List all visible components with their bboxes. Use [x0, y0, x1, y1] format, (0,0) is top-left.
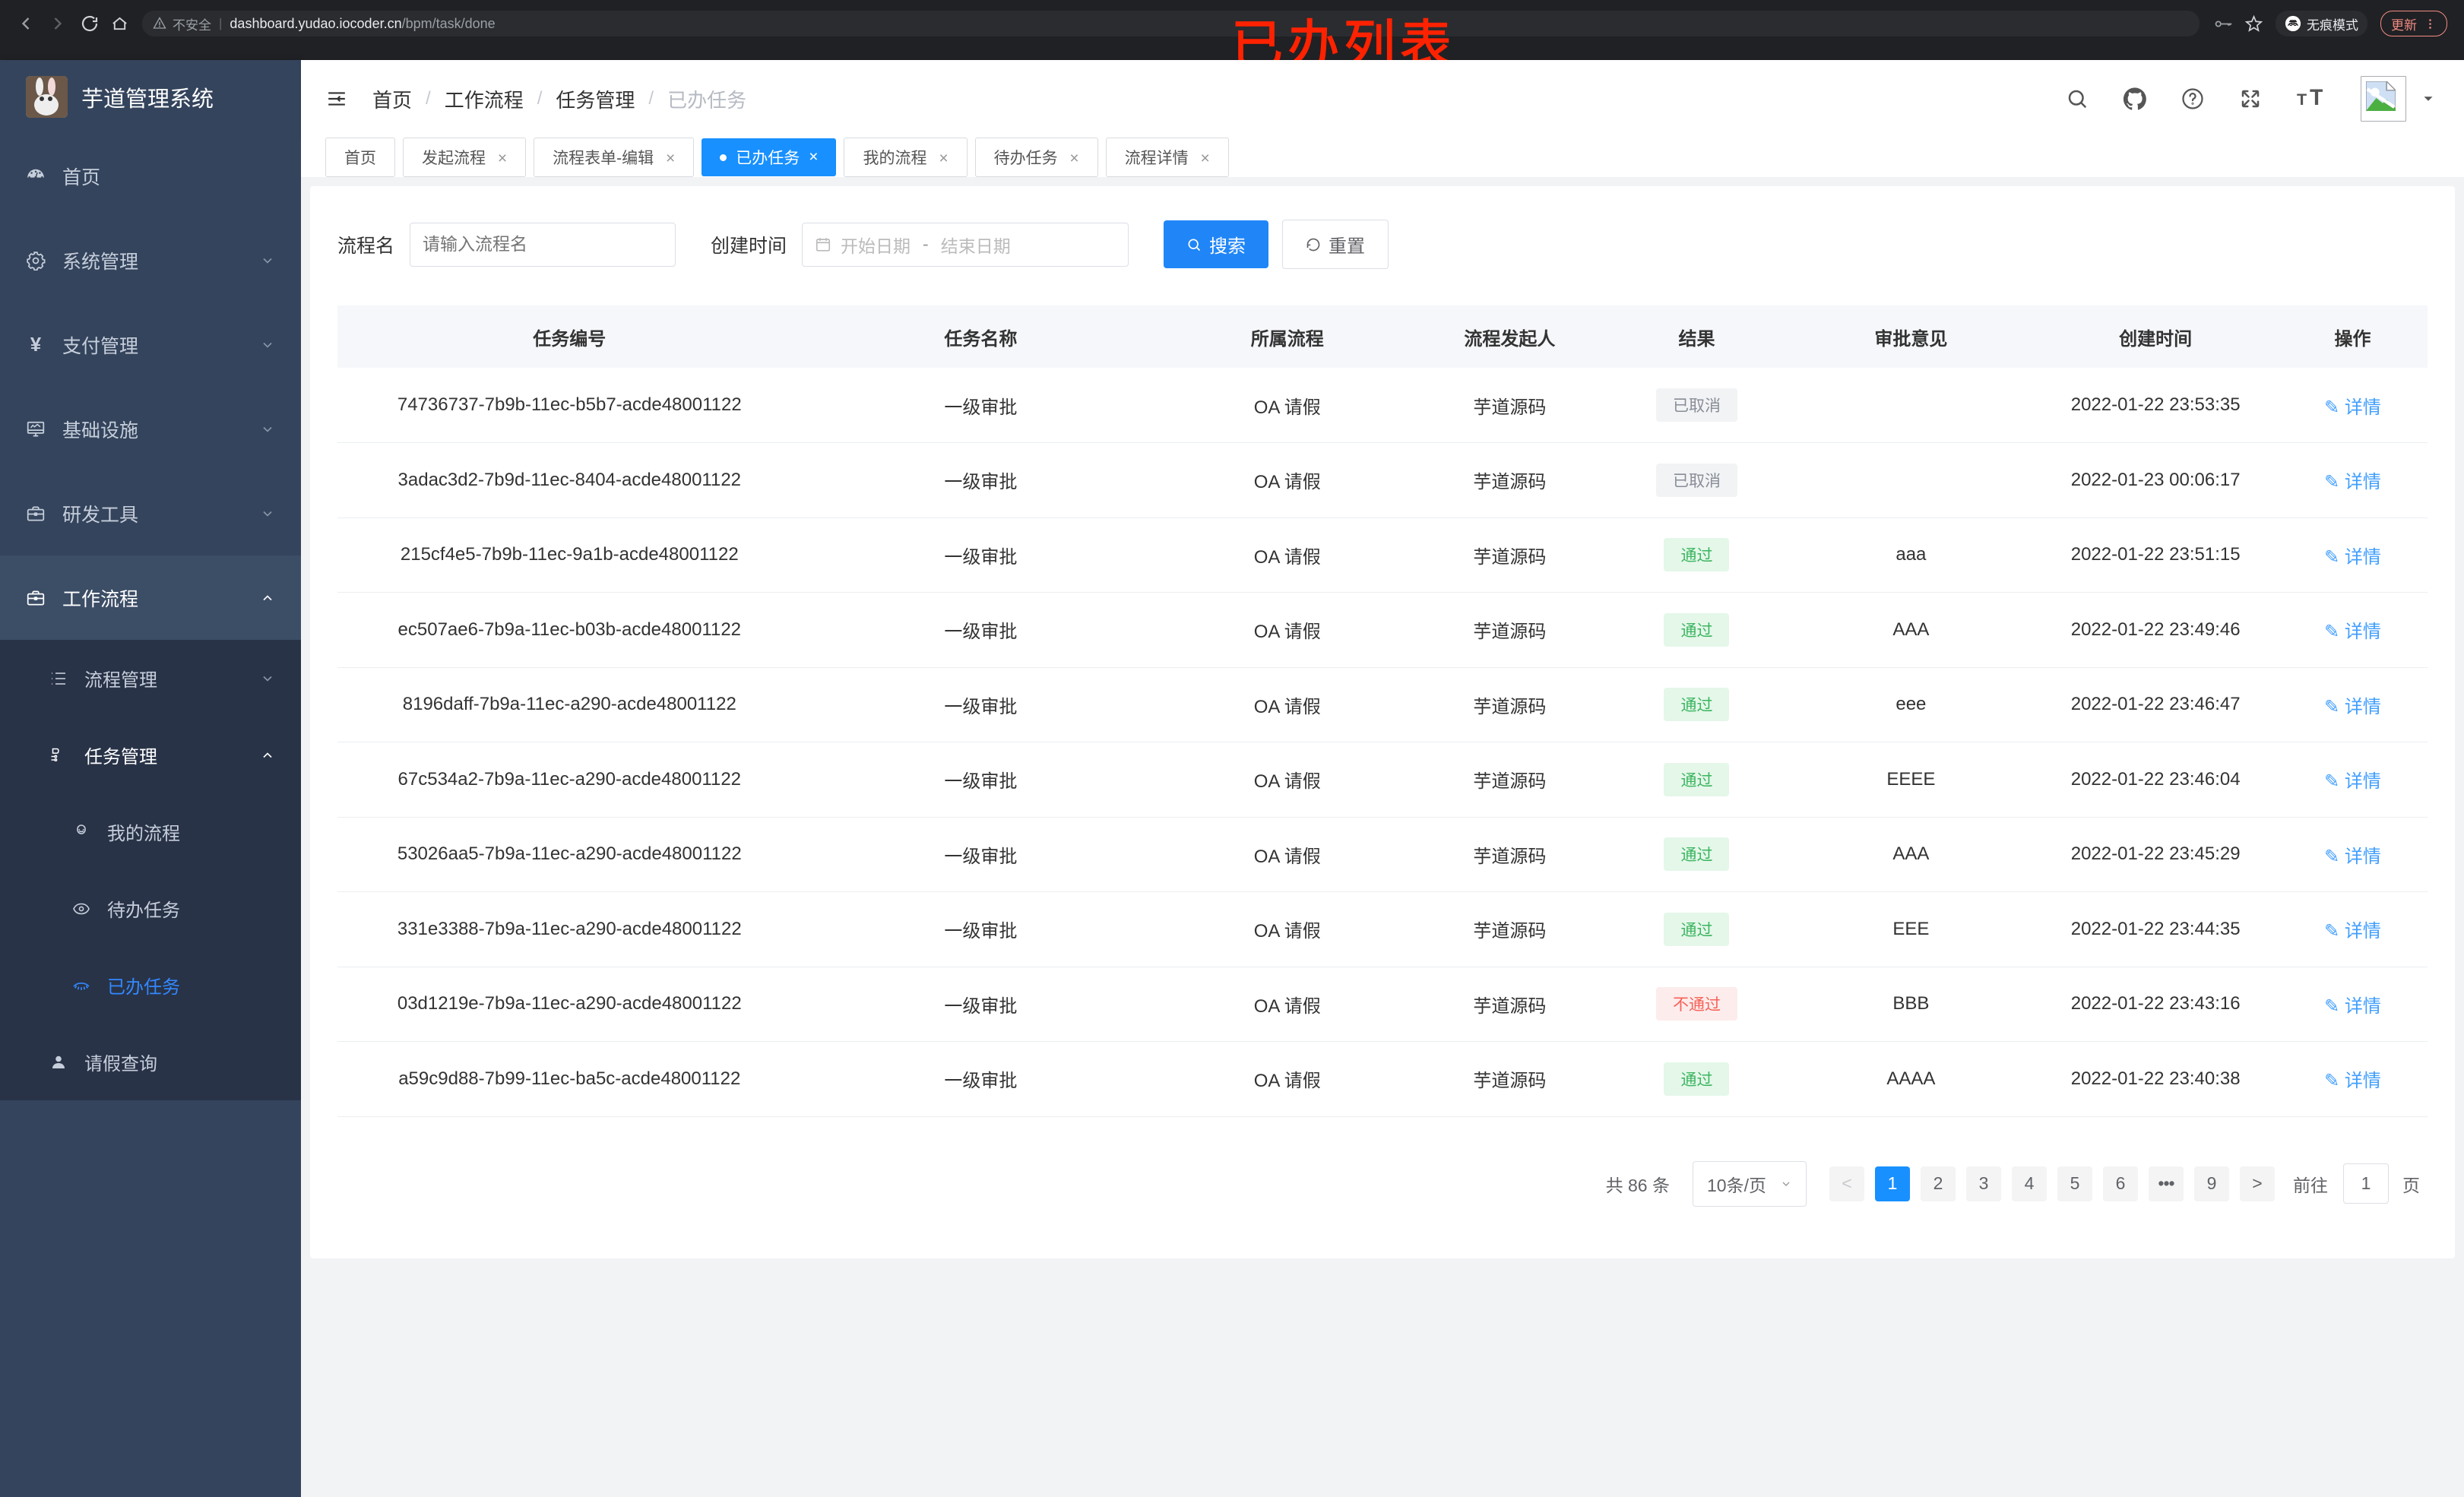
svg-text:T: T — [2310, 87, 2323, 110]
svg-text:T: T — [2297, 90, 2307, 109]
